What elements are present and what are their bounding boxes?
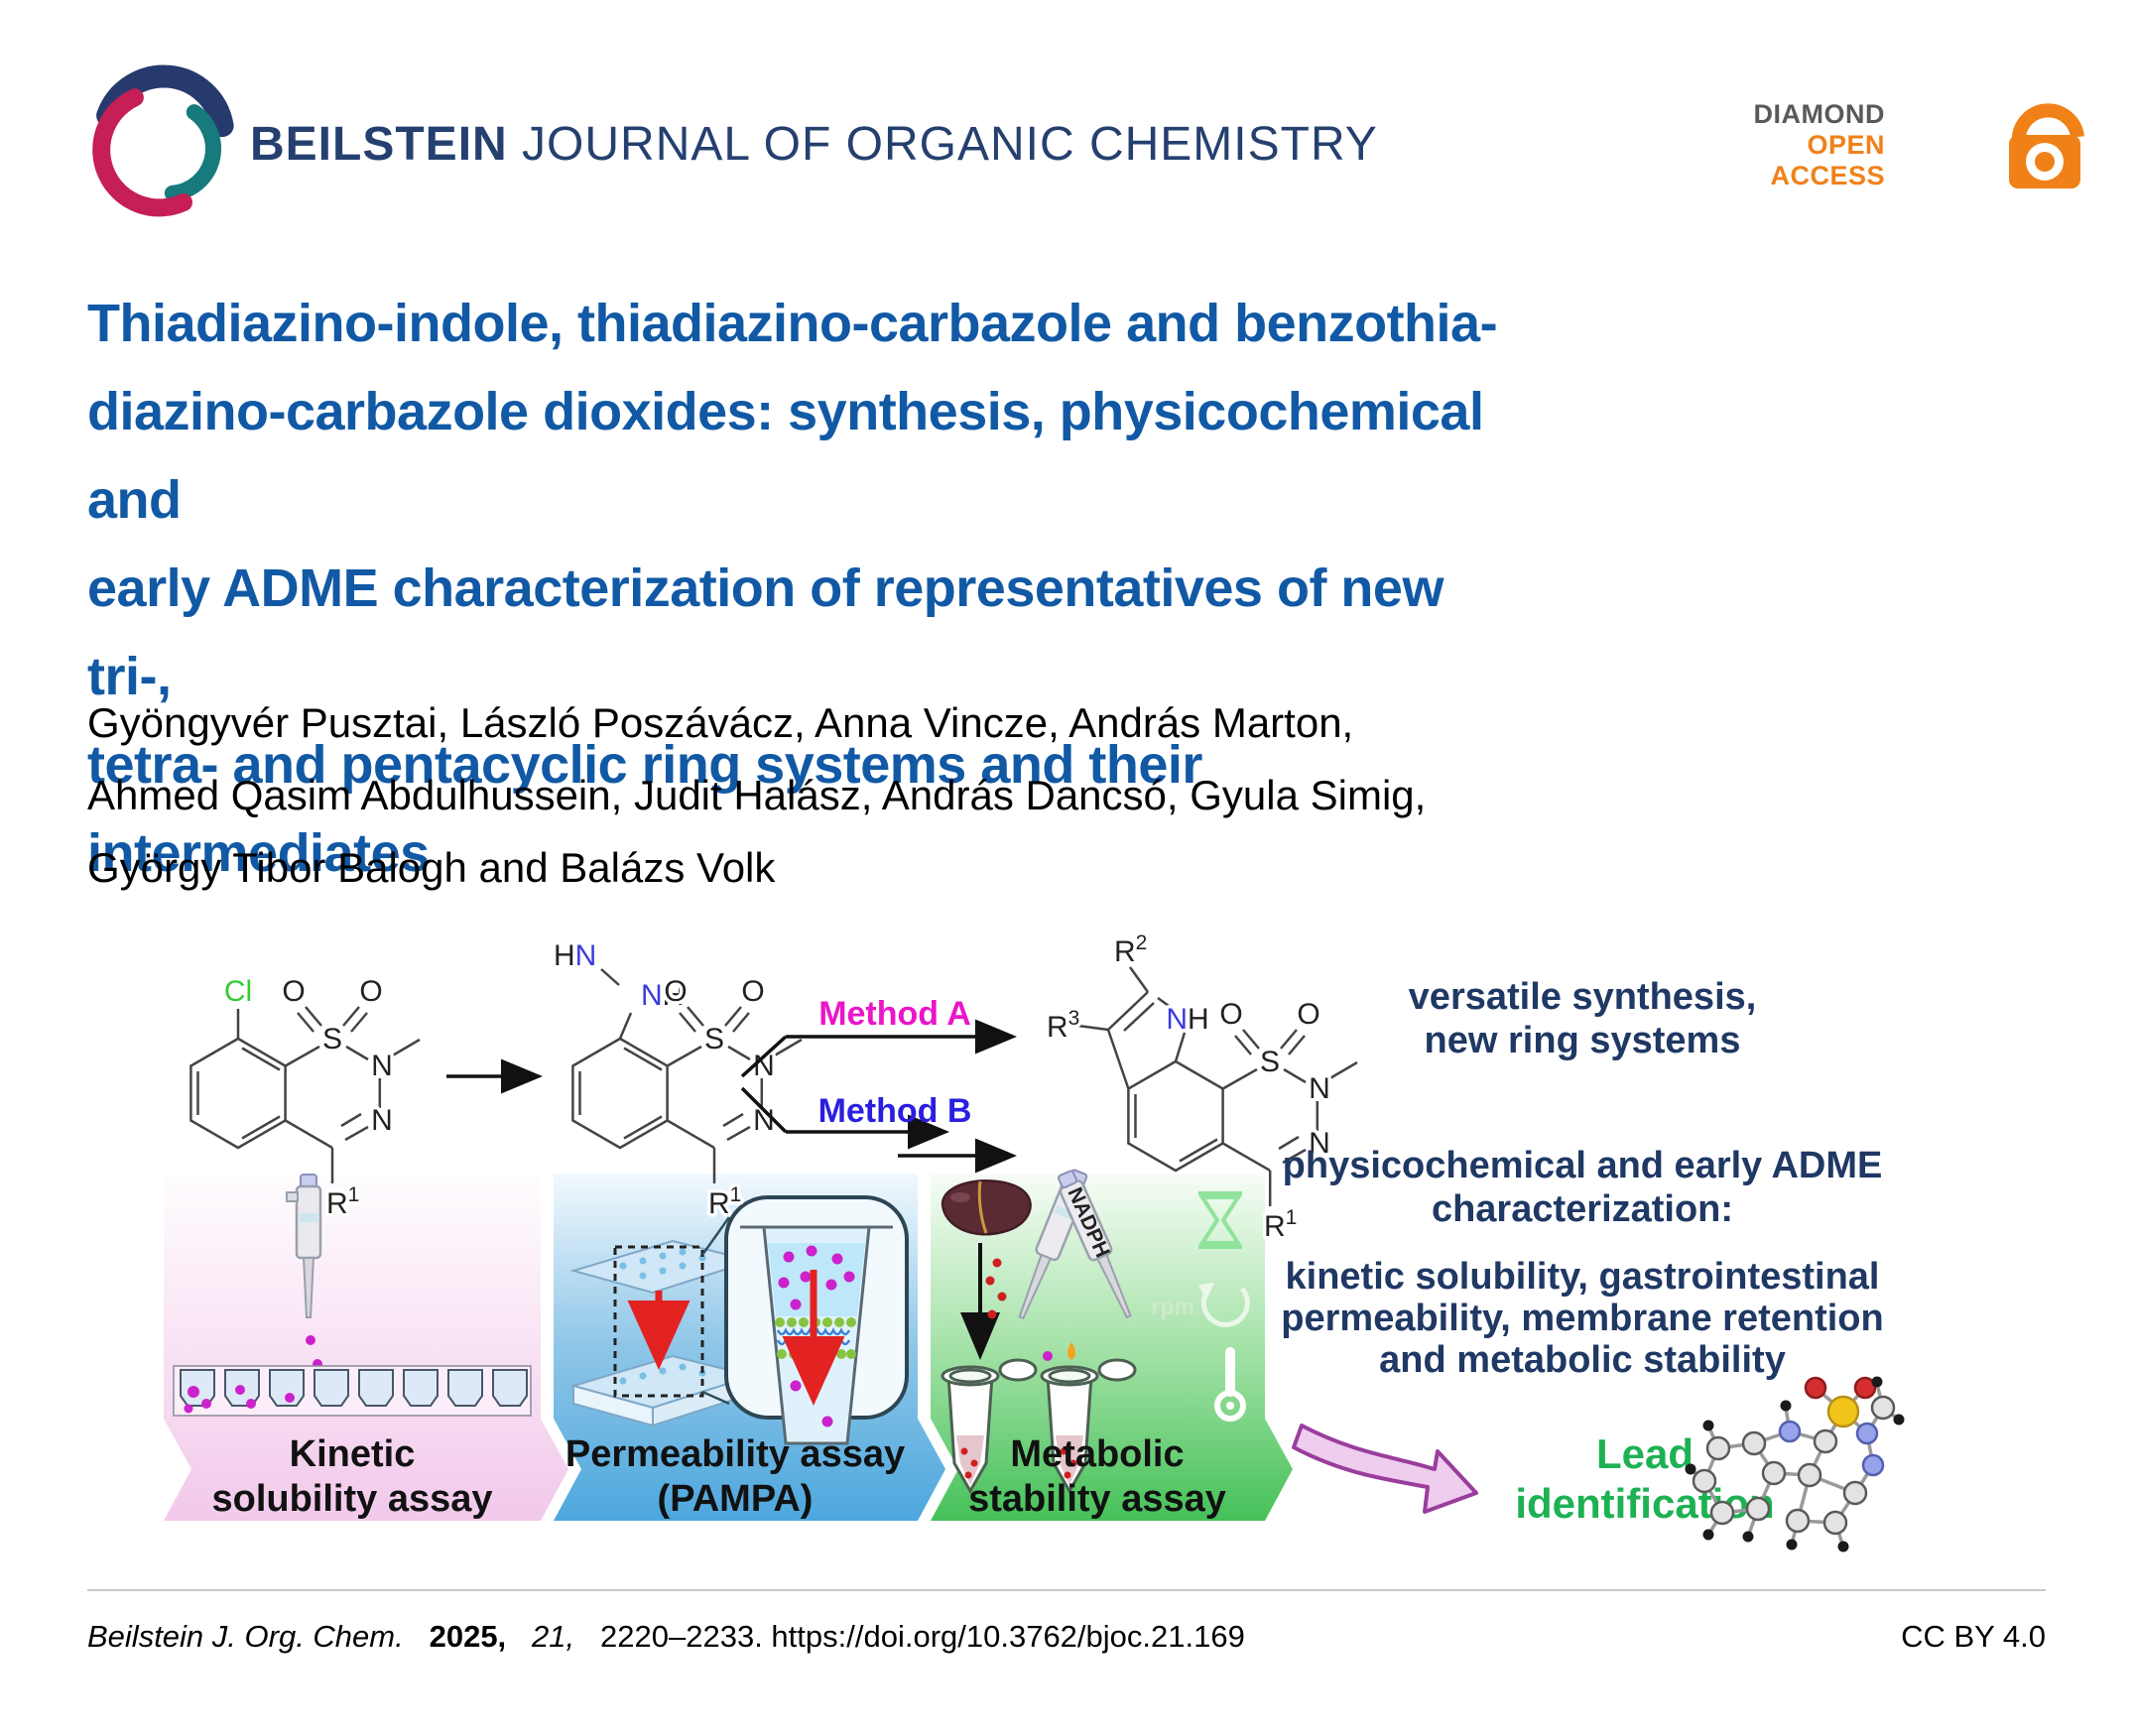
citation: Beilstein J. Org. Chem. 2025, 21, 2220–2… — [87, 1619, 1245, 1655]
props-line2: permeability, membrane retention — [1281, 1298, 1883, 1339]
eppendorf-tube-icon — [1040, 1358, 1137, 1495]
lead-molecule-3d-icon — [1685, 1376, 1905, 1552]
footer-divider — [87, 1589, 2046, 1591]
open-access-lock-icon — [2009, 103, 2084, 188]
microsome-dots — [985, 1258, 1007, 1319]
versatile-line2: new ring systems — [1425, 1020, 1741, 1061]
microplate-wells-icon — [173, 1365, 532, 1417]
chlorine-label: Cl — [224, 975, 252, 1008]
oxygen-label: O — [1297, 998, 1319, 1031]
panel3-label-line2: stability assay — [968, 1478, 1226, 1520]
panel2-label-line1: Permeability assay — [565, 1433, 905, 1475]
panel1-label-line2: solubility assay — [211, 1478, 492, 1520]
oxygen-label: O — [1219, 998, 1242, 1031]
rpm-icon: rpm — [1152, 1283, 1250, 1327]
thermometer-icon — [1214, 1347, 1246, 1422]
nitrogen-label: N — [371, 1050, 393, 1082]
adme-line2: characterization: — [1432, 1188, 1733, 1230]
hn-label: HN — [554, 939, 596, 972]
title-line-2: diazino-carbazole dioxides: synthesis, p… — [87, 382, 1484, 530]
graphical-abstract: Kinetic solubility assay — [164, 929, 1905, 1552]
pampa-well-zoom-icon — [724, 1195, 909, 1445]
panel2-label-line2: (PAMPA) — [658, 1478, 814, 1520]
sulfur-label: S — [322, 1023, 342, 1055]
lead-label-line2: identification — [1515, 1480, 1774, 1527]
authors-line-1: Gyöngyvér Pusztai, László Poszávácz, Ann… — [87, 699, 1354, 746]
sulfur-label: S — [704, 1023, 724, 1055]
props-line3: and metabolic stability — [1379, 1339, 1786, 1381]
props-line1: kinetic solubility, gastrointestinal — [1286, 1256, 1880, 1298]
r3-label: R3 — [1047, 1007, 1079, 1044]
sulfur-label: S — [1260, 1046, 1280, 1078]
badge-diamond: DIAMOND — [1753, 99, 1885, 129]
nh-label: NH — [1166, 1003, 1208, 1036]
title-line-3: early ADME characterization of represent… — [87, 558, 1443, 706]
liver-icon — [941, 1179, 1032, 1236]
title-line-4: tetra- and pentacyclic ring systems and … — [87, 735, 1202, 883]
oxygen-label: O — [741, 975, 764, 1008]
r1-label: R1 — [708, 1183, 741, 1220]
nitrogen-label: N — [753, 1050, 775, 1082]
hourglass-icon — [1198, 1191, 1242, 1249]
metabolic-panel — [931, 1174, 1293, 1521]
thiadiazino-indole-product-structure: NH R2 R3 S O O N N R1 — [1044, 929, 1358, 1247]
badge-open: OPEN — [1807, 130, 1885, 160]
chloro-benzothiadiazine-structure: Cl S O O N N R1 — [189, 972, 421, 1224]
oxygen-label: O — [282, 975, 305, 1008]
author-list: Gyöngyvér Pusztai, László Poszávácz, Ann… — [87, 686, 1575, 904]
citation-year: 2025, — [429, 1619, 507, 1654]
pipette-icon — [286, 1174, 322, 1318]
nitrogen-label: N — [1309, 1127, 1330, 1160]
title-line-1: Thiadiazino-indole, thiadiazino-carbazol… — [87, 294, 1498, 353]
compound-drop — [1043, 1351, 1053, 1361]
highlights-text: versatile synthesis, new ring systems ph… — [1281, 976, 1883, 1381]
rpm-label: rpm — [1152, 1294, 1194, 1319]
lead-arrow — [1292, 1424, 1478, 1514]
r1-label: R1 — [326, 1183, 359, 1220]
r1-label: R1 — [1264, 1206, 1297, 1243]
adme-line1: physicochemical and early ADME — [1283, 1145, 1883, 1186]
journal-name-bold: BEILSTEIN — [250, 118, 508, 171]
journal-name: BEILSTEIN JOURNAL OF ORGANIC CHEMISTRY — [250, 117, 1378, 172]
nitrogen-label: N — [371, 1104, 393, 1137]
method-arrows — [740, 1019, 1017, 1174]
method-a-label: Method A — [818, 995, 971, 1033]
license-label: CC BY 4.0 — [1901, 1619, 2046, 1654]
authors-line-2: Ahmed Qasim Abdulhussein, Judit Halász, … — [87, 772, 1427, 818]
nitrogen-label: N — [1309, 1072, 1330, 1105]
dissolved-compound-dots — [184, 1385, 295, 1414]
journal-name-rest: JOURNAL OF ORGANIC CHEMISTRY — [507, 118, 1378, 171]
oxygen-label: O — [359, 975, 382, 1008]
authors-line-3: György Tibor Balogh and Balázs Volk — [87, 844, 776, 891]
nitrogen-label: N — [753, 1104, 775, 1137]
citation-journal: Beilstein J. Org. Chem. — [87, 1619, 404, 1654]
kinetic-solubility-panel — [164, 1174, 568, 1521]
nh-label: NH — [641, 979, 684, 1012]
eppendorf-tube-icon — [941, 1358, 1038, 1495]
diamond-open-access-label: DIAMOND OPEN ACCESS — [1754, 99, 1886, 191]
beilstein-swoosh-logo-icon — [92, 64, 234, 217]
lead-label-line1: Lead — [1596, 1430, 1694, 1477]
hydrazino-benzothiadiazine-structure: NH HN S O O N N R1 — [551, 936, 803, 1224]
citation-pages-doi: 2220–2233. https://doi.org/10.3762/bjoc.… — [600, 1619, 1245, 1654]
oxygen-label: O — [664, 975, 687, 1008]
sample-drop — [306, 1335, 315, 1345]
badge-access: ACCESS — [1770, 161, 1885, 190]
panel3-label-line1: Metabolic — [1010, 1433, 1184, 1475]
citation-volume: 21, — [532, 1619, 575, 1654]
nadph-drop — [1067, 1342, 1075, 1360]
versatile-line1: versatile synthesis, — [1409, 976, 1757, 1018]
r2-label: R2 — [1114, 931, 1147, 968]
panel1-label-line1: Kinetic — [290, 1433, 416, 1475]
method-b-label: Method B — [818, 1092, 972, 1130]
article-title: Thiadiazino-indole, thiadiazino-carbazol… — [87, 280, 1536, 898]
